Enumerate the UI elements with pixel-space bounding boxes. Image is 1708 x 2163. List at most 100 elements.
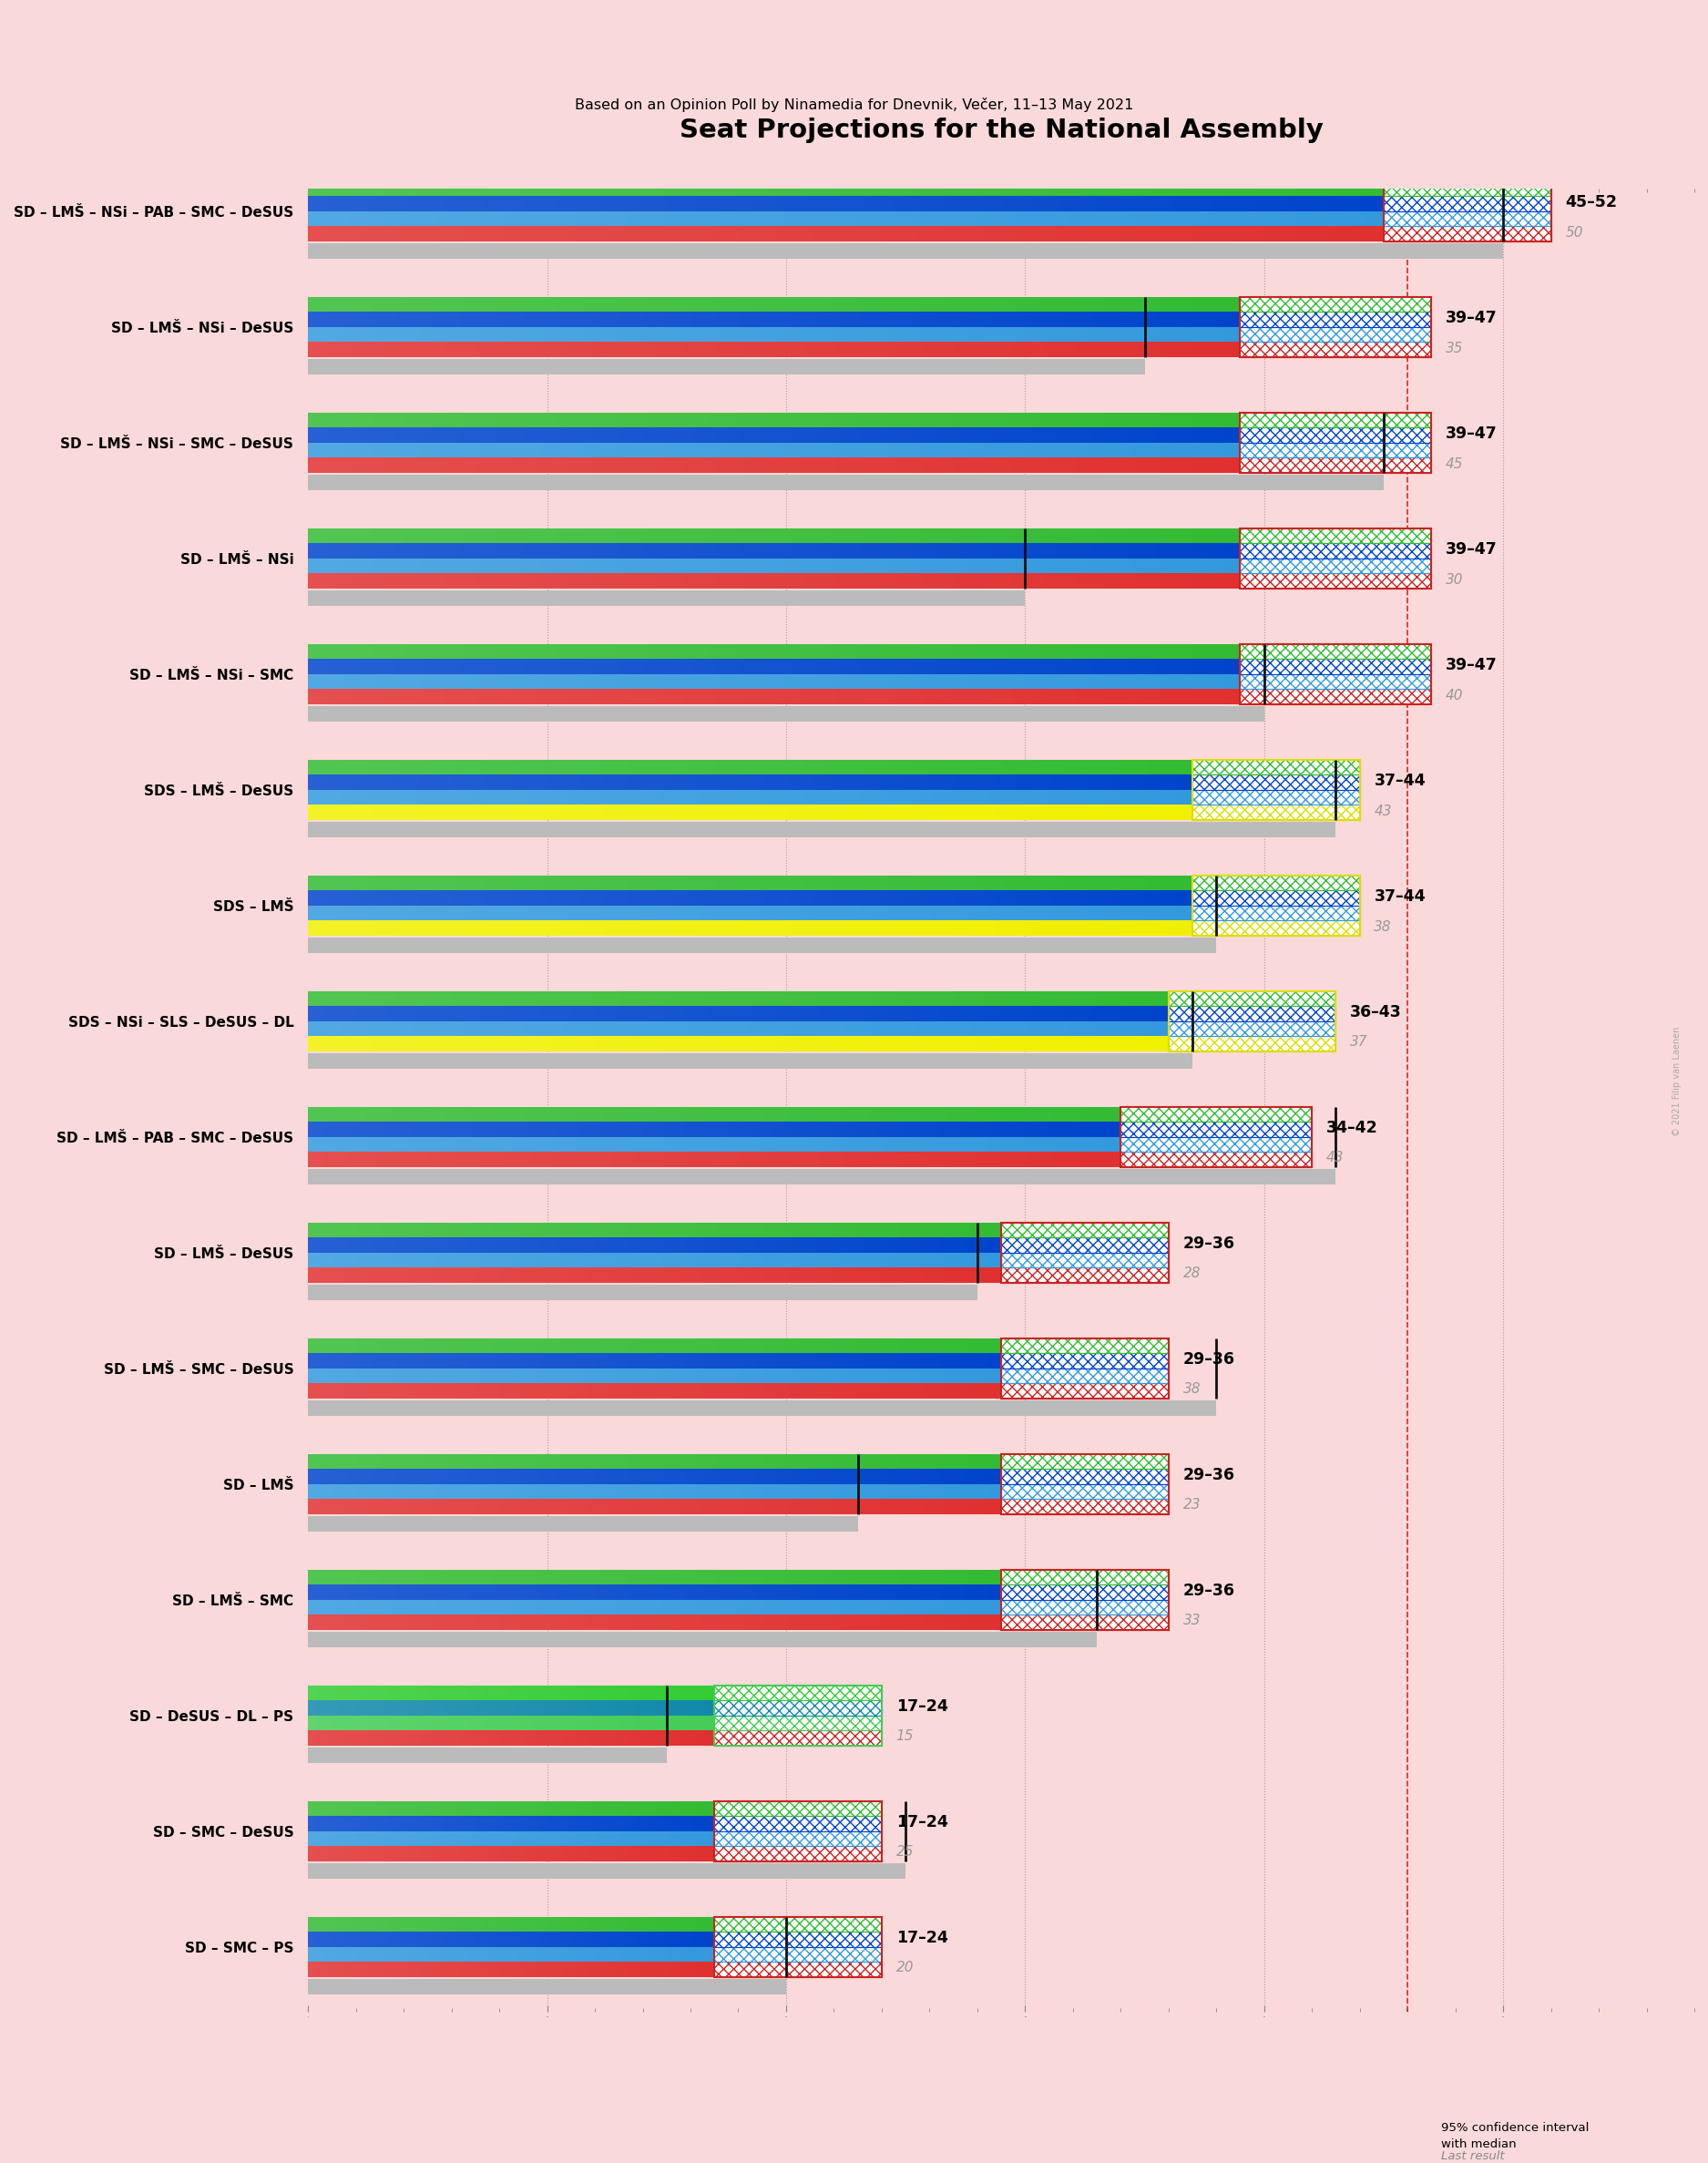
Bar <box>666 1616 668 1631</box>
Bar <box>1156 413 1160 428</box>
Bar <box>910 1036 914 1051</box>
Bar <box>417 558 420 573</box>
Bar <box>909 774 912 789</box>
Bar <box>900 1484 902 1499</box>
Bar <box>408 1454 410 1469</box>
Bar <box>1061 1107 1064 1123</box>
Bar <box>541 443 545 459</box>
Bar <box>608 1570 611 1585</box>
Bar <box>982 182 986 197</box>
Bar <box>330 1499 331 1514</box>
Bar <box>758 296 762 311</box>
Bar <box>1168 528 1172 543</box>
Bar <box>736 1153 740 1168</box>
Bar <box>589 1384 593 1399</box>
Bar <box>1081 906 1083 921</box>
Bar <box>690 1601 692 1616</box>
Bar <box>625 428 629 443</box>
Bar <box>1206 645 1209 660</box>
Bar <box>1001 1339 1168 1354</box>
Bar <box>518 1021 521 1036</box>
Bar <box>693 327 697 342</box>
Bar <box>772 1138 774 1153</box>
Bar <box>377 1222 379 1237</box>
Bar <box>750 1484 752 1499</box>
Bar <box>651 1369 652 1384</box>
Bar <box>330 1107 333 1123</box>
Bar <box>1097 428 1100 443</box>
Bar <box>502 1616 504 1631</box>
Bar <box>618 1585 620 1601</box>
Bar <box>576 1123 579 1138</box>
Bar <box>1011 428 1013 443</box>
Bar <box>1179 660 1182 675</box>
Bar <box>1107 543 1110 558</box>
Bar <box>782 1499 784 1514</box>
Bar <box>1079 443 1081 459</box>
Bar <box>830 1570 832 1585</box>
Bar <box>468 921 470 937</box>
Bar <box>536 1499 540 1514</box>
Bar <box>666 1021 670 1036</box>
Bar <box>1315 212 1319 227</box>
Bar <box>429 573 432 588</box>
Bar <box>458 311 461 327</box>
Bar <box>408 1616 410 1631</box>
Bar <box>1199 342 1202 357</box>
Bar <box>364 906 367 921</box>
Bar <box>1115 774 1119 789</box>
Bar <box>804 991 808 1006</box>
Bar <box>606 443 610 459</box>
Bar <box>803 1616 804 1631</box>
Bar <box>584 197 588 212</box>
Bar <box>970 1036 974 1051</box>
Bar <box>600 459 603 474</box>
Bar <box>830 1222 832 1237</box>
Bar <box>784 1222 786 1237</box>
Bar <box>1035 443 1038 459</box>
Bar <box>396 805 400 820</box>
Bar <box>1237 690 1240 705</box>
Bar <box>547 1454 548 1469</box>
Bar <box>786 1601 789 1616</box>
Bar <box>864 1585 868 1601</box>
Bar <box>1050 182 1054 197</box>
Bar <box>750 1153 753 1168</box>
Bar <box>803 428 804 443</box>
Bar <box>1237 443 1240 459</box>
Bar <box>1115 558 1119 573</box>
Bar <box>1025 876 1028 891</box>
Bar <box>673 1252 675 1268</box>
Bar <box>939 1469 941 1484</box>
Bar <box>362 1036 366 1051</box>
Bar <box>451 1469 454 1484</box>
Bar <box>716 558 719 573</box>
Bar <box>936 1369 939 1384</box>
Bar <box>360 558 364 573</box>
Bar <box>326 1123 330 1138</box>
Bar <box>429 342 432 357</box>
Bar <box>852 1107 856 1123</box>
Bar <box>717 1339 719 1354</box>
Bar <box>553 1252 555 1268</box>
Bar <box>1168 212 1172 227</box>
Bar <box>352 675 355 690</box>
Bar <box>343 1153 347 1168</box>
Bar <box>395 227 398 242</box>
Bar <box>1071 789 1074 805</box>
Bar <box>588 921 591 937</box>
Bar <box>772 1585 775 1601</box>
Bar <box>473 789 477 805</box>
Bar <box>1319 182 1322 197</box>
Bar <box>758 1585 762 1601</box>
Bar <box>1240 645 1431 660</box>
Bar <box>408 774 412 789</box>
Bar <box>437 906 441 921</box>
Bar <box>731 1107 733 1123</box>
Bar <box>649 296 652 311</box>
Bar <box>924 413 926 428</box>
Bar <box>999 1339 1001 1354</box>
Bar <box>1045 660 1047 675</box>
Bar <box>640 558 644 573</box>
Bar <box>791 1454 793 1469</box>
